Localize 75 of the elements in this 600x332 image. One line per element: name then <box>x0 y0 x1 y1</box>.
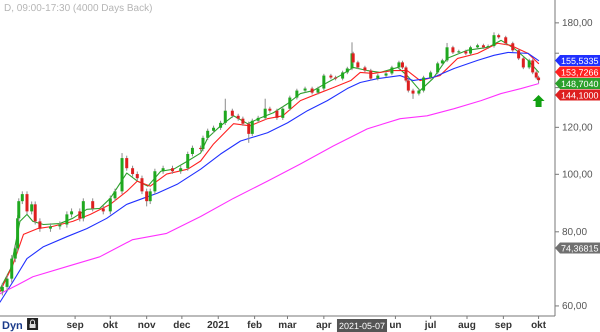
candlestick <box>511 41 514 52</box>
y-tick-label: 120,00 <box>562 122 594 134</box>
candlestick <box>341 70 344 81</box>
x-tick-label: dec <box>173 320 191 331</box>
x-tick-label: nov <box>138 320 156 331</box>
candlestick <box>281 106 284 120</box>
annotation: 153,7266 <box>561 68 599 78</box>
candlestick <box>322 73 326 91</box>
y-tick-label: 100,00 <box>562 170 594 181</box>
candlestick <box>78 208 82 222</box>
candlestick <box>446 42 449 63</box>
text: 74,36815 <box>561 244 599 254</box>
candlestick <box>145 188 148 207</box>
candlestick <box>412 88 415 100</box>
candlestick <box>108 195 112 215</box>
candlestick <box>206 128 210 141</box>
candlestick <box>517 48 520 61</box>
x-tick-label: 2021 <box>207 320 230 331</box>
x-tick-label: jul <box>424 320 437 331</box>
x-tick-label: sep <box>66 320 84 331</box>
candlestick <box>436 61 440 75</box>
candlestick <box>140 175 144 195</box>
candlestick <box>224 98 227 126</box>
candlestick <box>153 168 156 195</box>
candlestick <box>390 65 394 76</box>
text: 2021-05-07 <box>338 321 386 331</box>
y-tick-label: 60,00 <box>562 301 588 312</box>
x-tick-label: feb <box>247 320 262 331</box>
x-tick-label: okt <box>531 320 547 331</box>
y-tick-label: 80,00 <box>562 227 588 238</box>
candlestick <box>247 121 250 144</box>
candlestick <box>264 98 267 120</box>
candlestick <box>288 95 292 112</box>
x-tick-label: okt <box>102 320 118 331</box>
candlestick <box>82 198 85 222</box>
candlestick <box>241 116 244 126</box>
candlestick <box>38 218 42 232</box>
candlestick <box>504 35 508 46</box>
candlestick <box>295 88 298 100</box>
chart-title: D, 09:00-17:30 (4000 Days Back) <box>4 3 152 14</box>
candlestick <box>30 200 34 215</box>
candlestick <box>25 190 28 215</box>
annotation: 148,7040 <box>561 79 599 90</box>
x-tick-label: sep <box>494 320 512 331</box>
candlestick <box>190 145 194 157</box>
x-tick-label: apr <box>316 320 332 331</box>
candlestick <box>230 108 234 118</box>
text: Dyn <box>2 320 24 332</box>
candlestick <box>6 274 9 292</box>
candlestick <box>275 108 278 120</box>
candlestick <box>148 188 152 205</box>
candlestick <box>219 120 222 130</box>
candlestick <box>113 188 116 202</box>
x-tick-label: mar <box>278 320 297 331</box>
line-series <box>0 83 540 294</box>
candlestick <box>0 282 4 296</box>
candlestick <box>522 56 525 70</box>
candlestick <box>186 151 190 172</box>
candlestick <box>136 170 139 182</box>
candlestick <box>10 254 14 284</box>
candlestick <box>91 198 94 212</box>
candlestick <box>65 210 68 228</box>
x-tick-label: aug <box>458 320 476 331</box>
candlestick <box>422 75 426 93</box>
x-tick-label: un <box>389 320 402 331</box>
annotation: 144,1000 <box>561 90 599 101</box>
candlestick <box>131 165 134 178</box>
candlestick <box>492 32 496 48</box>
candlestick <box>125 155 128 172</box>
candlestick <box>528 58 531 70</box>
candlestick <box>34 200 37 225</box>
candlestick <box>369 68 372 81</box>
candlestick <box>469 45 472 56</box>
y-tick-label: 180,00 <box>562 18 594 30</box>
annotation: 155,5335 <box>561 56 599 66</box>
